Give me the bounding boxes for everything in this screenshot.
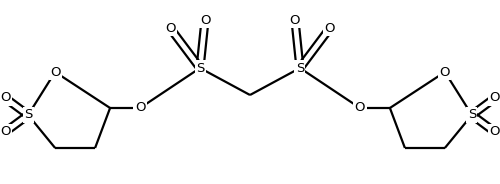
Text: O: O: [440, 66, 450, 79]
Text: O: O: [0, 91, 10, 105]
Text: O: O: [165, 22, 175, 35]
Text: O: O: [324, 22, 335, 35]
Text: O: O: [135, 102, 145, 114]
Text: O: O: [490, 91, 500, 105]
Text: S: S: [196, 61, 204, 75]
Text: O: O: [490, 125, 500, 139]
Text: O: O: [0, 125, 10, 139]
Text: O: O: [200, 14, 210, 26]
Text: O: O: [50, 66, 60, 79]
Text: S: S: [296, 61, 304, 75]
Text: O: O: [290, 14, 300, 26]
Text: S: S: [24, 109, 32, 121]
Text: O: O: [354, 102, 365, 114]
Text: S: S: [468, 109, 476, 121]
